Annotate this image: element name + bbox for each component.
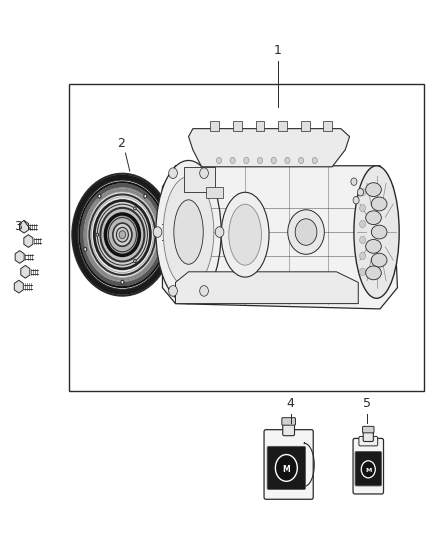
Circle shape [360, 189, 366, 196]
Circle shape [258, 157, 263, 164]
Polygon shape [20, 220, 28, 233]
Circle shape [134, 260, 136, 263]
Circle shape [230, 157, 235, 164]
Circle shape [298, 157, 304, 164]
Circle shape [357, 189, 364, 196]
Bar [233, 120, 242, 131]
Circle shape [108, 217, 136, 252]
Ellipse shape [221, 192, 269, 277]
Circle shape [84, 247, 87, 251]
Circle shape [312, 157, 318, 164]
Circle shape [288, 210, 324, 254]
Text: 1: 1 [274, 44, 282, 57]
Polygon shape [15, 251, 24, 263]
Text: M: M [365, 468, 371, 473]
Bar [184, 167, 215, 192]
Circle shape [360, 236, 366, 244]
Circle shape [360, 220, 366, 228]
Circle shape [96, 233, 99, 236]
FancyBboxPatch shape [264, 430, 313, 499]
Polygon shape [162, 166, 397, 309]
Ellipse shape [366, 266, 381, 280]
Ellipse shape [371, 225, 387, 239]
Circle shape [276, 455, 297, 481]
Circle shape [360, 268, 366, 276]
Circle shape [119, 231, 126, 239]
FancyBboxPatch shape [267, 446, 305, 489]
Circle shape [169, 286, 177, 296]
Circle shape [169, 168, 177, 179]
FancyBboxPatch shape [363, 426, 374, 433]
Circle shape [113, 223, 132, 246]
Polygon shape [14, 280, 23, 293]
Bar [301, 120, 310, 131]
Circle shape [271, 157, 276, 164]
Bar [278, 120, 287, 131]
Circle shape [200, 286, 208, 296]
FancyBboxPatch shape [282, 418, 296, 425]
FancyBboxPatch shape [283, 422, 294, 435]
Bar [69, 84, 424, 391]
Circle shape [244, 157, 249, 164]
Text: M: M [283, 465, 290, 474]
Text: 2: 2 [117, 137, 125, 150]
Circle shape [153, 227, 162, 237]
Circle shape [361, 461, 375, 478]
Circle shape [158, 247, 161, 251]
Circle shape [360, 252, 366, 260]
Circle shape [351, 178, 357, 185]
Circle shape [72, 174, 173, 296]
Ellipse shape [354, 166, 399, 298]
Bar [206, 187, 223, 198]
Polygon shape [176, 272, 358, 304]
Circle shape [121, 280, 124, 284]
Circle shape [215, 227, 224, 237]
Bar [255, 120, 264, 131]
Circle shape [134, 207, 136, 210]
Bar [210, 120, 219, 131]
Ellipse shape [366, 211, 381, 224]
Ellipse shape [371, 253, 387, 267]
Circle shape [144, 195, 147, 198]
Circle shape [94, 200, 150, 269]
Circle shape [98, 195, 101, 198]
FancyBboxPatch shape [359, 437, 378, 446]
Circle shape [295, 219, 317, 245]
Ellipse shape [366, 183, 381, 197]
Circle shape [360, 205, 366, 212]
Text: 4: 4 [287, 397, 295, 410]
Circle shape [100, 208, 145, 262]
Circle shape [216, 157, 222, 164]
Polygon shape [188, 128, 350, 167]
Circle shape [106, 214, 139, 255]
Polygon shape [24, 235, 33, 247]
Ellipse shape [156, 160, 221, 304]
Circle shape [117, 228, 128, 242]
Polygon shape [21, 265, 30, 278]
Ellipse shape [366, 239, 381, 253]
Ellipse shape [174, 200, 203, 264]
Text: 5: 5 [363, 397, 371, 410]
FancyBboxPatch shape [355, 451, 381, 486]
Ellipse shape [229, 204, 261, 265]
FancyBboxPatch shape [353, 439, 384, 494]
Bar [323, 120, 332, 131]
Ellipse shape [163, 176, 214, 287]
Ellipse shape [371, 197, 387, 211]
Circle shape [200, 168, 208, 179]
Circle shape [353, 197, 359, 204]
Text: 3: 3 [14, 220, 22, 233]
FancyBboxPatch shape [363, 430, 373, 441]
Circle shape [285, 157, 290, 164]
